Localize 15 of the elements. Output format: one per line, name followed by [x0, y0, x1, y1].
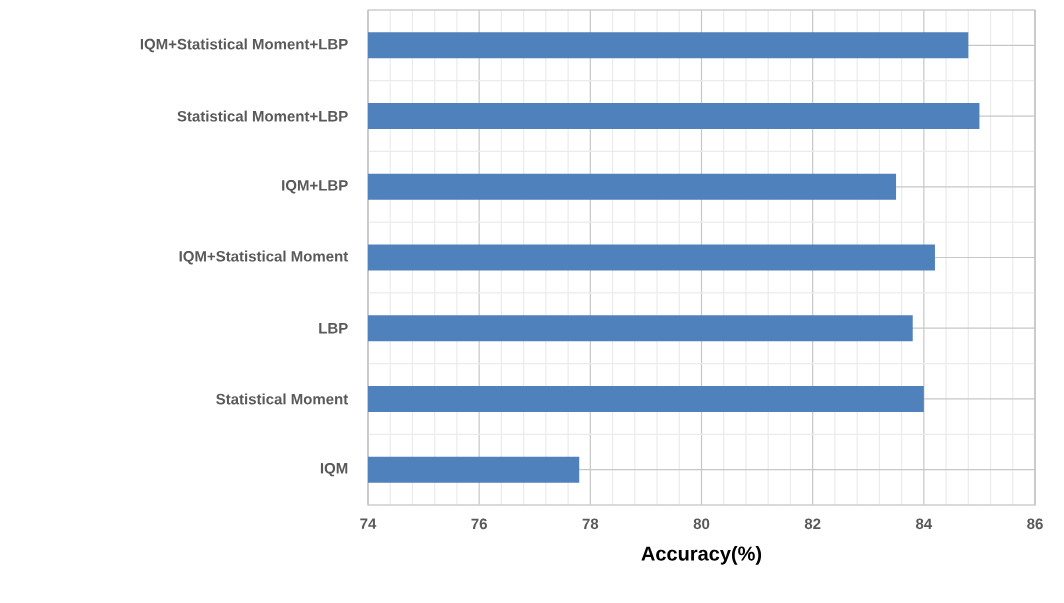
x-tick-label: 86 [1027, 518, 1043, 530]
x-tick-label: 76 [471, 518, 487, 530]
x-tick-label: 74 [360, 518, 377, 529]
y-tick-label: Statistical Moment [216, 393, 349, 405]
y-tick-label: IQM+Statistical Moment [179, 250, 349, 265]
x-axis-title: Accuracy(%) [641, 545, 762, 565]
y-tick-label: IQM+LBP [282, 180, 348, 194]
y-tick-label: IQM+Statistical Moment+LBP [140, 38, 348, 53]
y-tick-label: LBP [319, 323, 348, 334]
y-tick-label: Statistical Moment+LBP [177, 110, 348, 122]
x-tick-label: 80 [693, 518, 710, 530]
x-tick-label: 82 [804, 518, 821, 530]
y-tick-label: IQM [320, 462, 348, 477]
x-tick-label: 84 [915, 518, 933, 530]
x-tick-label: 78 [582, 518, 599, 530]
